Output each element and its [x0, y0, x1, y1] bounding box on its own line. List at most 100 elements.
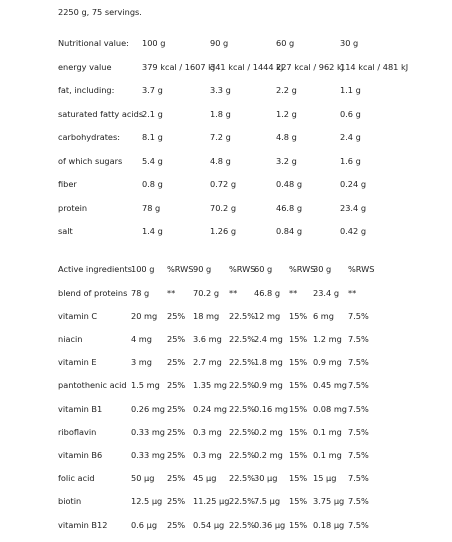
actives-cell: 70.2 g [193, 287, 220, 298]
actives-cell: 3 mg [131, 357, 152, 368]
actives-cell: 6 mg [313, 310, 334, 321]
nutrition-cell: 1.26 g [210, 226, 237, 236]
nutrition-cell: 3.2 g [276, 155, 297, 166]
nutrition-row-label: energy value [58, 61, 112, 72]
actives-cell: 0.1 mg [313, 426, 342, 437]
actives-cell: 0.3 mg [193, 426, 222, 437]
actives-cell: 25% [167, 449, 186, 460]
nutrition-row-label: carbohydrates: [58, 132, 120, 142]
nutrition-cell: 1.4 g [142, 226, 163, 236]
actives-row-label: vitamin B6 [58, 449, 103, 460]
actives-row-label: vitamin E [58, 357, 97, 368]
actives-cell: 7.5% [348, 357, 369, 368]
nutrition-cell: 2.2 g [276, 85, 297, 95]
nutrition-header-cell: 30 g [340, 38, 359, 48]
actives-cell: 15% [289, 473, 308, 484]
actives-cell: 45 µg [193, 473, 217, 484]
actives-header-cell: %RWS [229, 264, 256, 274]
nutrition-cell: 46.8 g [276, 202, 303, 213]
nutrition-cell: 1.6 g [340, 155, 361, 166]
actives-cell: 15% [289, 380, 308, 391]
actives-cell: ** [348, 287, 357, 298]
actives-cell: 7.5% [348, 473, 369, 484]
actives-cell: 15% [289, 333, 308, 344]
nutrition-cell: 5.4 g [142, 155, 163, 166]
actives-cell: 15% [289, 403, 308, 414]
actives-cell: 7.5 µg [254, 496, 281, 507]
nutrition-header-cell: 100 g [142, 38, 166, 48]
actives-row-label: pantothenic acid [58, 380, 127, 391]
actives-cell: 0.36 µg [254, 519, 286, 530]
actives-cell: 15% [289, 426, 308, 437]
nutrition-cell: 114 kcal / 481 kJ [340, 61, 409, 72]
actives-cell: 25% [167, 380, 186, 391]
actives-cell: 7.5% [348, 310, 369, 321]
actives-header-cell: %RWS [348, 264, 375, 274]
nutrition-cell: 70.2 g [210, 202, 237, 213]
actives-cell: 25% [167, 496, 186, 507]
actives-cell: 20 mg [131, 310, 158, 321]
nutrition-cell: 23.4 g [340, 202, 367, 213]
actives-cell: 0.33 mg [131, 426, 166, 437]
actives-cell: 25% [167, 310, 186, 321]
nutrition-cell: 0.24 g [340, 179, 367, 189]
actives-cell: 7.5% [348, 519, 369, 530]
actives-cell: 0.3 mg [193, 449, 222, 460]
actives-header-cell: 90 g [193, 264, 212, 274]
actives-header-cell: Active ingredients [58, 264, 132, 274]
actives-cell: 0.45 mg [313, 380, 348, 391]
nutrition-row-label: of which sugars [58, 155, 123, 166]
actives-cell: 0.18 µg [313, 519, 345, 530]
actives-cell: 22.5% [229, 403, 256, 414]
nutrition-cell: 0.48 g [276, 179, 303, 189]
actives-cell: 7.5% [348, 380, 369, 391]
actives-cell: 18 mg [193, 310, 220, 321]
nutrition-cell: 0.72 g [210, 179, 237, 189]
nutrition-cell: 0.84 g [276, 226, 303, 236]
actives-cell: 15% [289, 449, 308, 460]
actives-row-label: vitamin B1 [58, 403, 103, 414]
actives-row-label: folic acid [58, 473, 95, 484]
actives-row-label: blend of proteins [58, 287, 128, 298]
actives-header-cell: 30 g [313, 264, 332, 274]
actives-row-label: vitamin B12 [58, 519, 108, 530]
actives-cell: ** [167, 287, 176, 298]
actives-header-cell: %RWS [289, 264, 316, 274]
actives-cell: 1.5 mg [131, 380, 160, 391]
actives-row-label: biotin [58, 496, 82, 507]
actives-cell: ** [229, 287, 238, 298]
actives-cell: 2.7 mg [193, 357, 222, 368]
actives-cell: 25% [167, 426, 186, 437]
actives-cell: 0.2 mg [254, 449, 283, 460]
actives-cell: 7.5% [348, 496, 369, 507]
nutrition-cell: 1.8 g [210, 108, 231, 119]
actives-cell: 0.54 µg [193, 519, 225, 530]
actives-cell: 0.26 mg [131, 403, 166, 414]
nutrition-cell: 0.8 g [142, 179, 163, 189]
nutrition-header-cell: 90 g [210, 38, 229, 48]
actives-cell: 25% [167, 473, 186, 484]
actives-cell: 1.8 mg [254, 357, 283, 368]
actives-cell: 22.5% [229, 333, 256, 344]
actives-header-cell: %RWS [167, 264, 194, 274]
actives-cell: 22.5% [229, 496, 256, 507]
nutrition-cell: 0.6 g [340, 108, 361, 119]
nutrition-cell: 379 kcal / 1607 kJ [142, 61, 216, 72]
actives-cell: 0.08 mg [313, 403, 348, 414]
intro-text: 2250 g, 75 servings. [58, 7, 142, 17]
nutrition-cell: 78 g [142, 202, 161, 213]
actives-row-label: riboflavin [58, 426, 97, 437]
actives-cell: 0.9 mg [254, 380, 283, 391]
actives-cell: 15% [289, 519, 308, 530]
actives-cell: 1.35 mg [193, 380, 228, 391]
nutrition-row-label: saturated fatty acids [58, 108, 144, 119]
actives-cell: 7.5% [348, 426, 369, 437]
nutrition-row-label: fat, including: [58, 85, 115, 95]
actives-cell: 7.5% [348, 333, 369, 344]
actives-cell: 0.2 mg [254, 426, 283, 437]
actives-cell: 15% [289, 496, 308, 507]
nutrition-row-label: fiber [58, 179, 77, 189]
actives-cell: 25% [167, 403, 186, 414]
nutrition-cell: 2.4 g [340, 132, 361, 142]
nutrition-cell: 1.1 g [340, 85, 361, 95]
